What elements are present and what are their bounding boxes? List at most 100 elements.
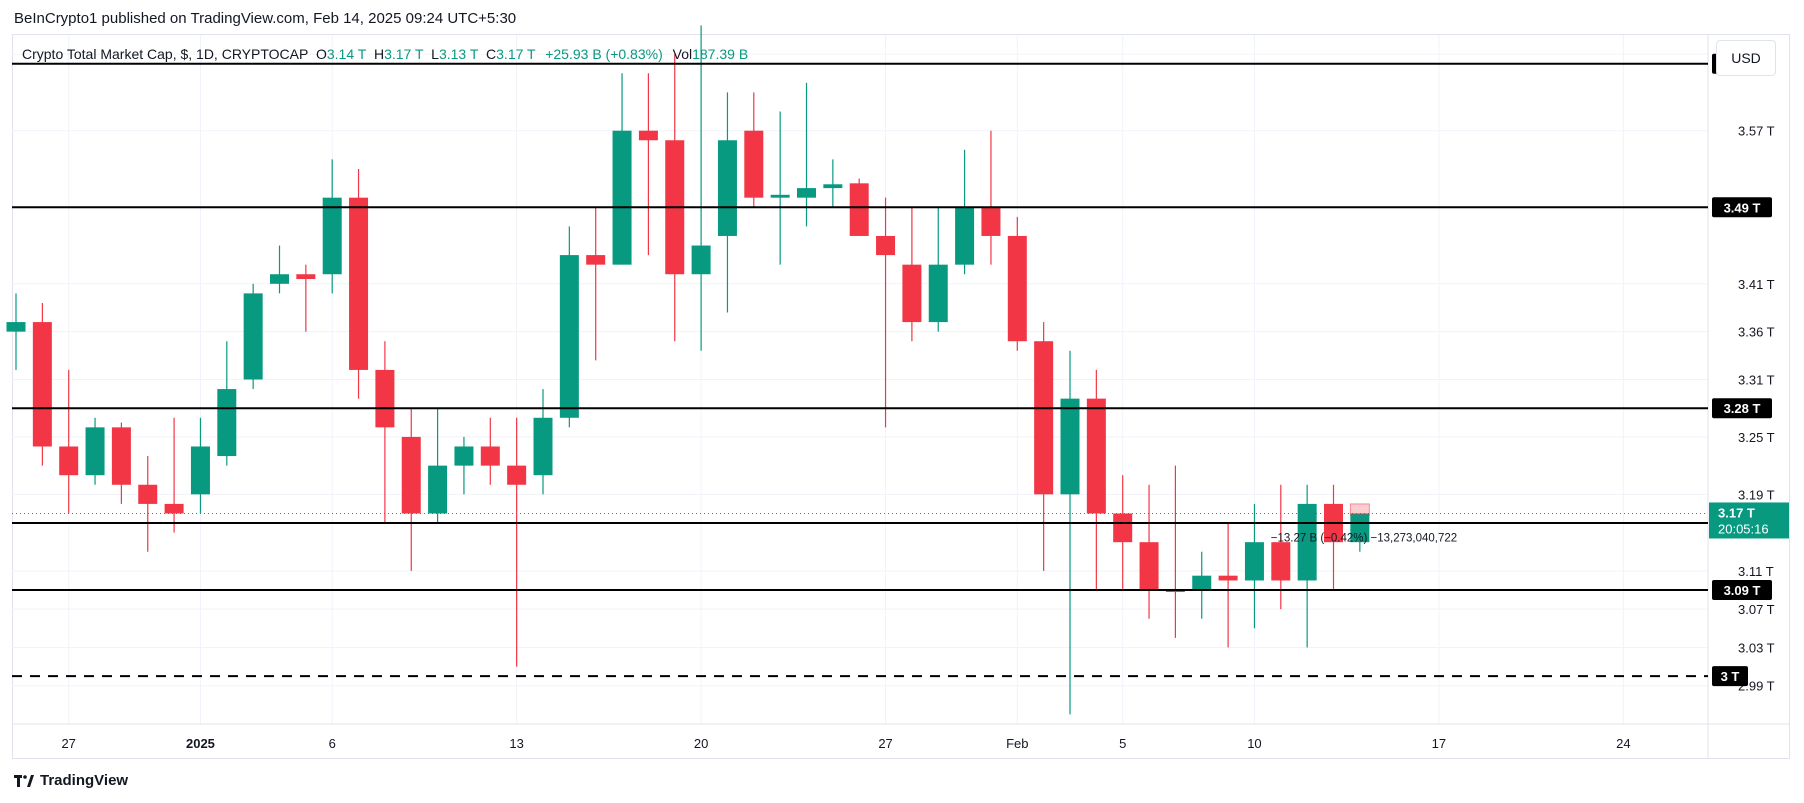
change-value: +25.93 B (+0.83%) bbox=[545, 46, 663, 62]
candle bbox=[1139, 484, 1159, 619]
candle-body bbox=[1192, 575, 1212, 591]
candle bbox=[1034, 322, 1054, 571]
price-tick-label: 3.25 T bbox=[1738, 430, 1775, 445]
candle bbox=[270, 245, 289, 294]
candle-body bbox=[1244, 542, 1264, 581]
candle bbox=[1086, 369, 1106, 591]
candle bbox=[217, 341, 237, 466]
candle bbox=[6, 293, 26, 370]
level-label-box bbox=[1712, 580, 1772, 601]
level-label-box bbox=[1712, 666, 1748, 687]
candle-body bbox=[1139, 542, 1159, 591]
current-price-label: 3.17 T bbox=[1718, 505, 1755, 520]
level-label-box bbox=[1712, 398, 1772, 419]
candle-body bbox=[1113, 513, 1133, 543]
candle bbox=[296, 264, 316, 332]
candle bbox=[1060, 350, 1080, 715]
candle-body bbox=[454, 446, 474, 466]
symbol-title: Crypto Total Market Cap, $, 1D, CRYPTOCA… bbox=[22, 46, 309, 62]
candle-body bbox=[401, 436, 421, 514]
candle-body bbox=[296, 274, 316, 280]
candle-body bbox=[6, 322, 26, 332]
price-tick-label: 3.03 T bbox=[1738, 640, 1775, 655]
tradingview-logo-icon bbox=[14, 774, 34, 787]
candle-body bbox=[638, 130, 658, 141]
candle bbox=[770, 111, 790, 265]
candle-body bbox=[1060, 398, 1080, 495]
candle bbox=[59, 369, 79, 514]
candle bbox=[823, 159, 843, 208]
candle bbox=[111, 422, 131, 504]
candle-body bbox=[349, 197, 369, 370]
tradingview-logo[interactable]: TradingView bbox=[14, 772, 128, 789]
candle-body bbox=[243, 293, 263, 380]
candle bbox=[797, 82, 816, 227]
candle bbox=[717, 92, 737, 313]
current-price-box bbox=[1709, 502, 1789, 539]
price-tick-label: 3.07 T bbox=[1738, 602, 1775, 617]
close-value: 3.17 T bbox=[496, 46, 536, 62]
candle bbox=[480, 417, 500, 485]
candle bbox=[691, 25, 711, 351]
level-label-box bbox=[1712, 197, 1772, 218]
candle bbox=[981, 130, 1001, 265]
high-label: H bbox=[373, 46, 385, 62]
time-tick-label: 24 bbox=[1616, 736, 1630, 751]
close-label: C bbox=[486, 46, 497, 62]
price-tick-label: 3.19 T bbox=[1738, 487, 1775, 502]
level-label: 3.49 T bbox=[1724, 200, 1761, 215]
candle-body bbox=[217, 389, 237, 457]
candle-body bbox=[138, 484, 158, 504]
candle bbox=[164, 417, 184, 533]
candle-body bbox=[744, 130, 764, 198]
price-tick-label: 3.36 T bbox=[1738, 325, 1775, 340]
low-label: L bbox=[431, 46, 439, 62]
time-tick-label: 10 bbox=[1247, 736, 1261, 751]
candle bbox=[507, 417, 527, 667]
candle bbox=[454, 436, 474, 495]
time-tick-label: 17 bbox=[1432, 736, 1446, 751]
candle-body bbox=[876, 235, 896, 256]
high-value: 3.17 T bbox=[384, 46, 424, 62]
candle bbox=[190, 417, 210, 514]
candle-body bbox=[902, 264, 922, 323]
candle-body bbox=[1007, 235, 1027, 342]
candle-body bbox=[797, 188, 816, 198]
candle-body bbox=[1350, 513, 1370, 543]
candle-body bbox=[533, 417, 553, 476]
candle-body bbox=[111, 427, 131, 485]
candle bbox=[876, 197, 896, 428]
candle bbox=[1007, 216, 1027, 351]
candle bbox=[1113, 475, 1133, 591]
candle-body bbox=[164, 503, 184, 514]
projection-box bbox=[1349, 503, 1370, 516]
candle bbox=[428, 408, 448, 524]
candle bbox=[375, 341, 395, 524]
currency-button[interactable]: USD bbox=[1716, 40, 1776, 76]
candle-body bbox=[428, 465, 448, 514]
time-tick-label: 2025 bbox=[186, 736, 215, 751]
candle-body bbox=[717, 140, 737, 236]
candle bbox=[322, 159, 342, 294]
volume-value: 187.39 B bbox=[692, 46, 749, 62]
candle-body bbox=[322, 197, 342, 275]
candle bbox=[349, 168, 369, 399]
candle-body bbox=[270, 274, 289, 284]
candle-body bbox=[612, 130, 632, 265]
candle bbox=[744, 92, 764, 208]
candle-body bbox=[981, 207, 1001, 236]
tradingview-logo-text: TradingView bbox=[40, 772, 129, 789]
candle-body bbox=[928, 264, 948, 323]
time-tick-label: Feb bbox=[1006, 736, 1028, 751]
candle-body bbox=[559, 255, 579, 418]
candle bbox=[243, 283, 263, 390]
time-tick-label: 20 bbox=[694, 736, 708, 751]
candle-body bbox=[1086, 398, 1106, 514]
candle bbox=[1165, 465, 1185, 638]
level-label: 3.09 T bbox=[1724, 583, 1761, 598]
time-tick-label: 6 bbox=[329, 736, 336, 751]
candle-body bbox=[1271, 542, 1291, 581]
candle bbox=[1297, 484, 1317, 648]
candle bbox=[928, 207, 948, 332]
